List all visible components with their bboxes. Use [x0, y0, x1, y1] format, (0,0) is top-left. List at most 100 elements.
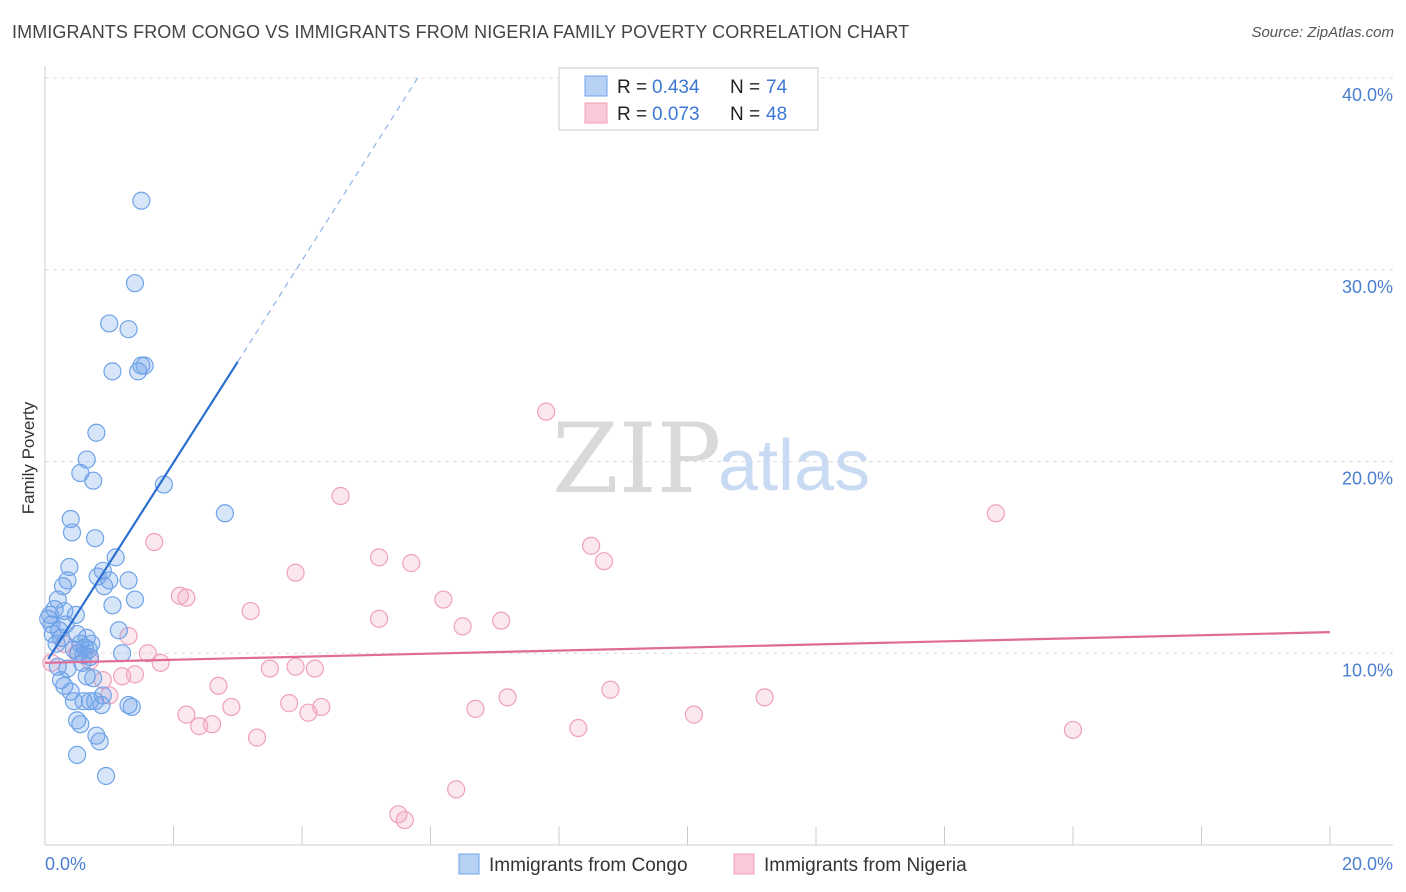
nigeria-point-38 [492, 611, 511, 630]
congo-point-69 [132, 191, 151, 210]
nigeria-point-28 [331, 486, 350, 506]
y-tick-labels: 10.0% 20.0% 30.0% 40.0% [1342, 85, 1393, 680]
congo-point-44 [93, 686, 112, 705]
congo-point-52 [88, 567, 107, 586]
nigeria-point-43 [594, 552, 614, 571]
y-tick-label-1: 20.0% [1342, 469, 1393, 489]
nigeria-point-48 [1063, 720, 1083, 740]
nigeria-point-8 [119, 626, 138, 646]
nigeria-point-29 [370, 609, 389, 628]
congo-point-10 [55, 601, 74, 621]
x-tick-labels: 0.0% 20.0% [45, 854, 1393, 874]
nigeria-point-24 [280, 694, 299, 713]
congo-point-62 [100, 314, 119, 333]
congo-point-56 [103, 596, 122, 615]
nigeria-point-35 [447, 780, 466, 799]
nigeria-trend-line [44, 631, 1331, 664]
y-axis-label: Family Poverty [19, 401, 38, 514]
nigeria-point-27 [299, 703, 318, 722]
congo-point-65 [125, 274, 145, 293]
nigeria-point-10 [151, 653, 170, 672]
congo-point-42 [90, 732, 109, 751]
nigeria-point-34 [434, 590, 453, 609]
congo-point-39 [84, 669, 103, 688]
nigeria-point-16 [209, 676, 228, 695]
nigeria-point-12 [170, 586, 190, 605]
legend-n-value-nigeria: 48 [766, 104, 787, 125]
bottom-legend-swatch-nigeria [733, 853, 755, 875]
nigeria-point-18 [177, 705, 196, 724]
congo-point-35 [71, 715, 90, 734]
congo-point-61 [125, 590, 145, 609]
legend-swatch-nigeria [584, 102, 608, 124]
congo-point-73 [122, 697, 141, 717]
y-tick-label-0: 10.0% [1342, 660, 1393, 680]
nigeria-point-37 [466, 699, 485, 718]
nigeria-point-33 [402, 554, 421, 573]
nigeria-point-36 [453, 617, 472, 636]
nigeria-point-19 [247, 728, 267, 747]
congo-point-68 [135, 356, 154, 375]
congo-trend-line [47, 361, 239, 660]
nigeria-point-9 [138, 644, 157, 663]
legend-n-label-nigeria: N = [730, 104, 760, 125]
congo-point-41 [87, 726, 106, 745]
congo-trend-extension [237, 77, 419, 363]
nigeria-point-17 [222, 697, 241, 717]
watermark-zip: ZIP [552, 403, 721, 515]
legend-box: R = 0.434 N = 74 R = 0.073 N = 48 [558, 67, 819, 131]
nigeria-point-44 [601, 680, 620, 699]
congo-point-31 [58, 659, 77, 678]
congo-point-48 [77, 450, 96, 469]
congo-point-32 [61, 682, 80, 701]
congo-point-6 [48, 590, 67, 609]
y-tick-label-3: 40.0% [1342, 85, 1393, 105]
y-tick-label-2: 30.0% [1342, 277, 1393, 297]
bottom-legend-congo: Immigrants from Congo [489, 855, 688, 876]
congo-point-58 [109, 621, 128, 640]
nigeria-point-23 [286, 563, 305, 582]
nigeria-point-7 [125, 665, 145, 684]
congo-point-14 [61, 509, 80, 529]
bottom-legend-swatch-congo [458, 853, 480, 875]
legend-r-value-congo: 0.434 [652, 77, 700, 98]
nigeria-point-39 [498, 688, 517, 707]
series-congo-points [39, 191, 234, 786]
watermark: ZIP atlas [552, 403, 870, 515]
legend-r-value-nigeria: 0.073 [652, 104, 700, 125]
nigeria-point-45 [684, 705, 704, 724]
nigeria-point-13 [177, 588, 196, 607]
chart-title: IMMIGRANTS FROM CONGO VS IMMIGRANTS FROM… [12, 22, 910, 42]
congo-point-13 [60, 557, 79, 577]
trend-lines [44, 77, 1331, 664]
congo-point-27 [82, 634, 101, 653]
gridlines [45, 77, 1393, 654]
chart-source: Source: ZipAtlas.com [1251, 24, 1394, 41]
nigeria-point-11 [145, 532, 164, 552]
congo-point-64 [119, 320, 138, 339]
nigeria-point-15 [202, 715, 222, 734]
nigeria-point-46 [755, 688, 774, 707]
nigeria-point-26 [305, 659, 324, 678]
congo-point-50 [87, 423, 106, 442]
congo-point-15 [62, 523, 82, 542]
legend-n-value-congo: 74 [766, 77, 788, 98]
bottom-legend: Immigrants from Congo Immigrants from Ni… [458, 853, 967, 876]
congo-point-72 [119, 695, 138, 715]
congo-point-18 [68, 624, 87, 644]
nigeria-point-20 [241, 601, 260, 621]
nigeria-point-42 [582, 536, 601, 555]
congo-point-45 [68, 745, 87, 764]
nigeria-point-30 [370, 548, 389, 567]
legend-n-label-congo: N = [730, 77, 760, 98]
legend-r-label-nigeria: R = [617, 104, 647, 125]
nigeria-point-22 [286, 657, 305, 676]
nigeria-point-32 [395, 810, 414, 830]
watermark-atlas: atlas [718, 426, 870, 506]
axes [44, 66, 1393, 846]
bottom-legend-nigeria: Immigrants from Nigeria [764, 855, 967, 876]
x-tick-label-0: 0.0% [45, 854, 86, 874]
congo-point-60 [119, 571, 138, 590]
congo-point-33 [64, 692, 84, 711]
